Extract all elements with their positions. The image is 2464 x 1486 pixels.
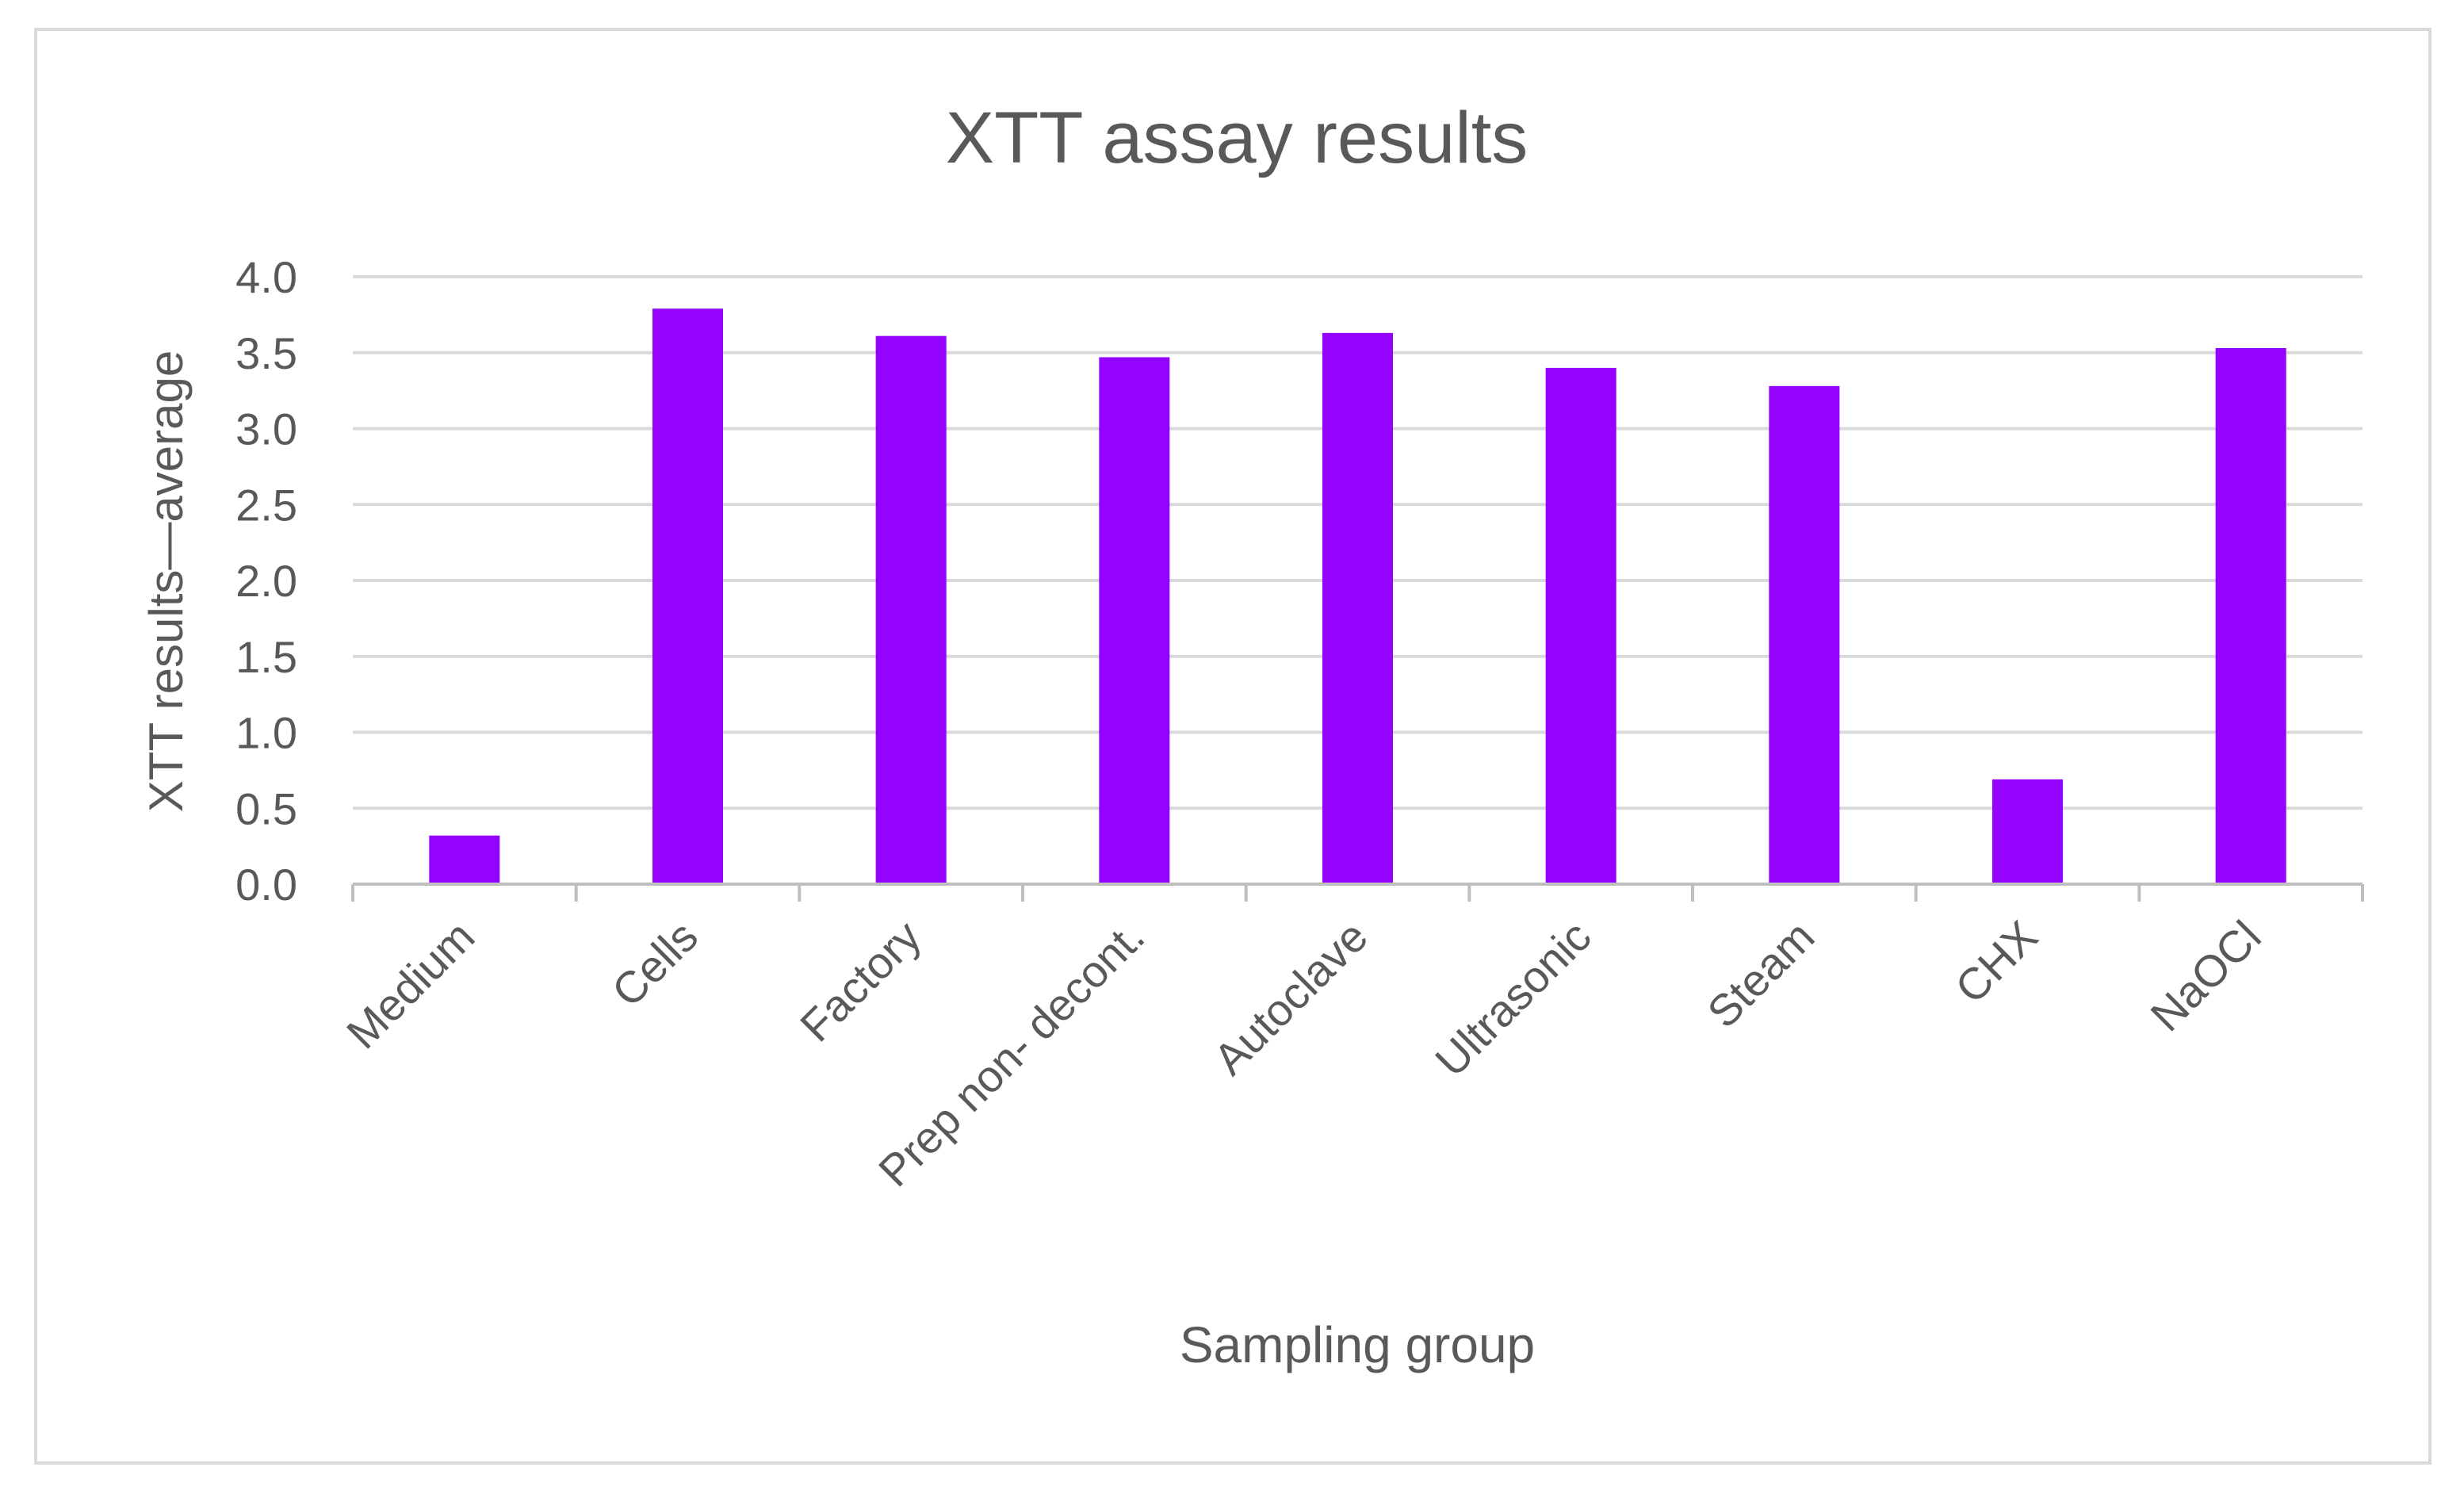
chart-border: [34, 28, 2431, 1465]
bar-autoclave: [1322, 332, 1394, 885]
x-axis-title: Sampling group: [1180, 1316, 1535, 1373]
bars: [429, 308, 2286, 885]
y-tick-label: 2.5: [235, 480, 297, 530]
bar-cells: [652, 308, 724, 885]
y-axis-title: XTT results—average: [140, 350, 193, 812]
chart-title: XTT assay results: [946, 98, 1529, 178]
y-tick-label: 0.5: [235, 783, 297, 833]
bar-ultrasonic: [1545, 367, 1617, 884]
bar-chx: [1991, 779, 2064, 884]
bar-prep-non-decont: [1099, 357, 1170, 884]
y-tick-label: 4.0: [235, 252, 297, 302]
y-tick-label: 3.0: [235, 404, 297, 454]
y-axis-tick-labels: 0.0 0.5 1.0 1.5 2.0 2.5 3.0 3.5 4.0: [235, 252, 297, 910]
y-tick-label: 2.0: [235, 556, 297, 606]
x-axis: [351, 883, 2364, 902]
bar-naocl: [2215, 348, 2286, 884]
bar-factory: [875, 335, 947, 884]
bar-steam: [1769, 385, 1840, 884]
y-tick-label: 1.5: [235, 632, 297, 682]
y-tick-label: 1.0: [235, 708, 297, 758]
y-tick-label: 3.5: [235, 328, 297, 378]
y-tick-label: 0.0: [235, 860, 297, 910]
bar-medium: [429, 835, 500, 884]
